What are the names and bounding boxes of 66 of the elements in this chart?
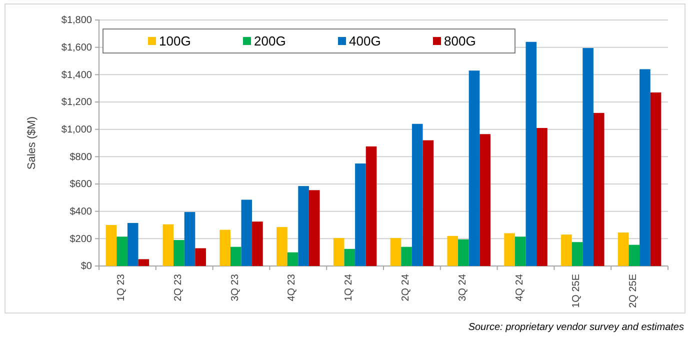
y-tick-label: $400 xyxy=(70,206,92,218)
bar xyxy=(184,212,196,266)
bar xyxy=(174,240,184,266)
bar xyxy=(422,140,434,266)
bar xyxy=(298,186,309,266)
x-tick-label: 2Q 24 xyxy=(400,274,412,302)
bar xyxy=(355,164,366,266)
bar xyxy=(127,222,138,266)
x-tick-label: 4Q 23 xyxy=(286,274,298,302)
legend-label: 400G xyxy=(349,34,381,48)
y-tick-label: $0 xyxy=(80,261,92,272)
x-tick-label: 1Q 24 xyxy=(344,274,355,302)
bar xyxy=(366,146,377,266)
bar xyxy=(390,238,402,266)
y-axis-title: Sales ($M) xyxy=(26,116,38,170)
bar xyxy=(287,252,298,266)
bar xyxy=(628,244,640,266)
y-tick-label: $1,800 xyxy=(61,15,92,26)
x-tick-label: 3Q 24 xyxy=(457,274,468,302)
bar xyxy=(480,134,490,266)
bar xyxy=(468,70,480,266)
bar xyxy=(412,124,423,266)
x-tick-label: 4Q 24 xyxy=(514,274,526,302)
y-tick-label: $1,200 xyxy=(61,97,92,108)
bar xyxy=(526,42,537,266)
bar xyxy=(241,200,252,266)
bar xyxy=(276,227,288,266)
y-tick-label: $800 xyxy=(70,152,92,163)
bar xyxy=(572,242,583,266)
bar xyxy=(401,246,412,266)
x-tick-label: 2Q 23 xyxy=(172,274,184,302)
y-tick-label: $1,400 xyxy=(61,70,92,81)
x-tick-label: 3Q 23 xyxy=(230,274,241,302)
legend-label: 100G xyxy=(159,34,191,48)
bar xyxy=(252,222,263,266)
x-tick-label: 1Q 25E xyxy=(571,274,582,308)
bar xyxy=(195,248,206,266)
bar xyxy=(504,233,515,266)
bar xyxy=(220,230,230,266)
bar xyxy=(582,48,594,266)
bar xyxy=(344,248,356,266)
bar xyxy=(447,236,458,266)
y-tick-label: $1,000 xyxy=(61,124,92,136)
bar xyxy=(650,92,662,266)
y-tick-label: $1,600 xyxy=(61,42,92,54)
x-tick-label: 1Q 23 xyxy=(116,274,127,302)
legend-label: 200G xyxy=(254,34,286,48)
bar xyxy=(458,239,469,266)
y-tick-label: $200 xyxy=(70,234,92,245)
bar xyxy=(640,69,650,266)
x-tick-label: 2Q 25E xyxy=(628,274,640,308)
bar xyxy=(138,259,150,266)
source-note: Source: proprietary vendor survey and estimates xyxy=(468,322,684,333)
bar xyxy=(230,246,242,266)
bar xyxy=(561,234,572,266)
bar xyxy=(106,225,117,266)
bar xyxy=(514,236,526,266)
bar xyxy=(116,236,128,266)
legend-label: 800G xyxy=(444,34,476,48)
bar xyxy=(618,232,629,266)
y-tick-label: $600 xyxy=(70,179,92,190)
bar xyxy=(333,238,344,266)
bar xyxy=(308,190,320,266)
bar xyxy=(593,112,604,266)
bar xyxy=(536,128,548,266)
bar xyxy=(162,224,174,266)
